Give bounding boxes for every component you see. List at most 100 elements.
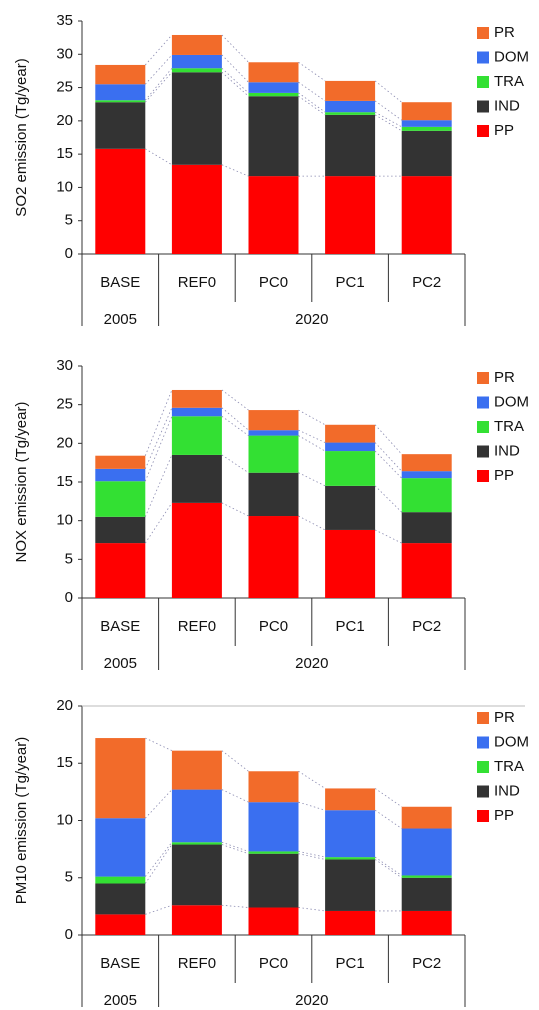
bar-segment — [248, 62, 299, 83]
legend-swatch — [477, 785, 489, 798]
bar-segment — [171, 34, 222, 55]
group-label: 2005 — [104, 311, 137, 328]
bar-segment — [401, 454, 452, 472]
bar-segment — [401, 543, 452, 598]
connector-line — [145, 789, 173, 819]
connector-line — [221, 841, 249, 852]
connector-line — [221, 164, 249, 177]
bar-segment — [248, 435, 299, 473]
bar-segment — [248, 771, 299, 803]
bar-segment — [325, 176, 376, 254]
connector-line — [374, 100, 402, 121]
y-tick-label: 15 — [56, 473, 73, 490]
connector-line — [221, 904, 249, 908]
legend-label: TRA — [494, 73, 524, 90]
y-tick-label: 0 — [65, 245, 73, 262]
y-tick-label: 30 — [56, 357, 73, 374]
connector-line — [144, 842, 173, 877]
legend-label: PR — [494, 24, 515, 41]
connector-line — [298, 409, 326, 426]
bar-segment — [248, 802, 299, 852]
x-tick-label: PC0 — [259, 274, 288, 291]
legend-swatch — [477, 100, 489, 113]
bar-segment — [248, 96, 299, 177]
legend-swatch — [477, 51, 489, 64]
bar-segment — [248, 516, 299, 598]
connector-line — [144, 502, 173, 544]
bar-segment — [325, 529, 376, 598]
connector-line — [298, 95, 326, 116]
bar-segment — [95, 64, 146, 85]
connector-line — [221, 71, 249, 97]
group-label: 2020 — [295, 311, 328, 328]
bar-segment — [95, 738, 146, 819]
connector-line — [221, 389, 249, 411]
connector-line — [221, 789, 249, 803]
connector-line — [298, 851, 326, 858]
bar-segment — [171, 842, 222, 845]
connector-line — [144, 68, 173, 101]
connector-line — [221, 54, 249, 83]
legend-swatch — [477, 761, 489, 773]
connector-line — [374, 859, 402, 879]
bar-segment — [325, 810, 376, 858]
connector-line — [374, 788, 402, 808]
bar-segment — [171, 164, 222, 254]
legend-label: DOM — [494, 48, 529, 65]
bar-segment — [95, 543, 146, 598]
connector-line — [298, 907, 326, 912]
y-axis-label: NOX emission (Tg/year) — [13, 402, 30, 563]
x-tick-label: PC0 — [259, 955, 288, 972]
connector-line — [374, 111, 402, 128]
bar-segment — [325, 788, 376, 811]
y-tick-label: 5 — [65, 869, 73, 886]
x-tick-label: BASE — [100, 618, 140, 635]
y-tick-label: 15 — [56, 145, 73, 162]
bar-segment — [248, 472, 299, 517]
bar-segment — [171, 389, 222, 408]
legend-label: IND — [494, 442, 520, 459]
bar-segment — [325, 424, 376, 443]
legend-swatch — [477, 445, 489, 458]
y-tick-label: 0 — [65, 589, 73, 606]
connector-line — [374, 442, 402, 472]
bar-segment — [248, 907, 299, 935]
connector-line — [298, 853, 326, 860]
bar-segment — [95, 516, 146, 544]
x-tick-label: PC1 — [336, 955, 365, 972]
legend-swatch — [477, 712, 489, 724]
bar-segment — [95, 468, 146, 482]
group-label: 2005 — [104, 992, 137, 1009]
bar-segment — [95, 818, 146, 877]
bar-segment — [95, 148, 146, 254]
y-tick-label: 0 — [65, 926, 73, 943]
bar-segment — [325, 80, 376, 101]
y-tick-label: 5 — [65, 550, 73, 567]
connector-line — [144, 416, 173, 482]
bar-segment — [401, 176, 452, 254]
y-tick-label: 35 — [56, 12, 73, 29]
legend-label: TRA — [494, 418, 524, 435]
connector-line — [144, 454, 173, 517]
bar-segment — [171, 407, 222, 417]
bar-segment — [325, 114, 376, 177]
connector-line — [221, 34, 249, 63]
connector-line — [144, 389, 173, 456]
connector-line — [144, 407, 173, 470]
bar-segment — [248, 92, 299, 97]
legend-label: PP — [494, 122, 514, 139]
connector-line — [298, 429, 326, 443]
legend-label: TRA — [494, 758, 524, 775]
x-tick-label: PC2 — [412, 274, 441, 291]
bar-segment — [325, 910, 376, 935]
bar-segment — [401, 910, 452, 935]
bar-segment — [95, 455, 146, 469]
legend-swatch — [477, 27, 489, 39]
bar-segment — [325, 485, 376, 530]
bar-segment — [401, 875, 452, 878]
connector-line — [145, 34, 173, 66]
connector-line — [144, 844, 173, 884]
y-tick-label: 10 — [56, 512, 73, 529]
connector-line — [298, 801, 326, 811]
